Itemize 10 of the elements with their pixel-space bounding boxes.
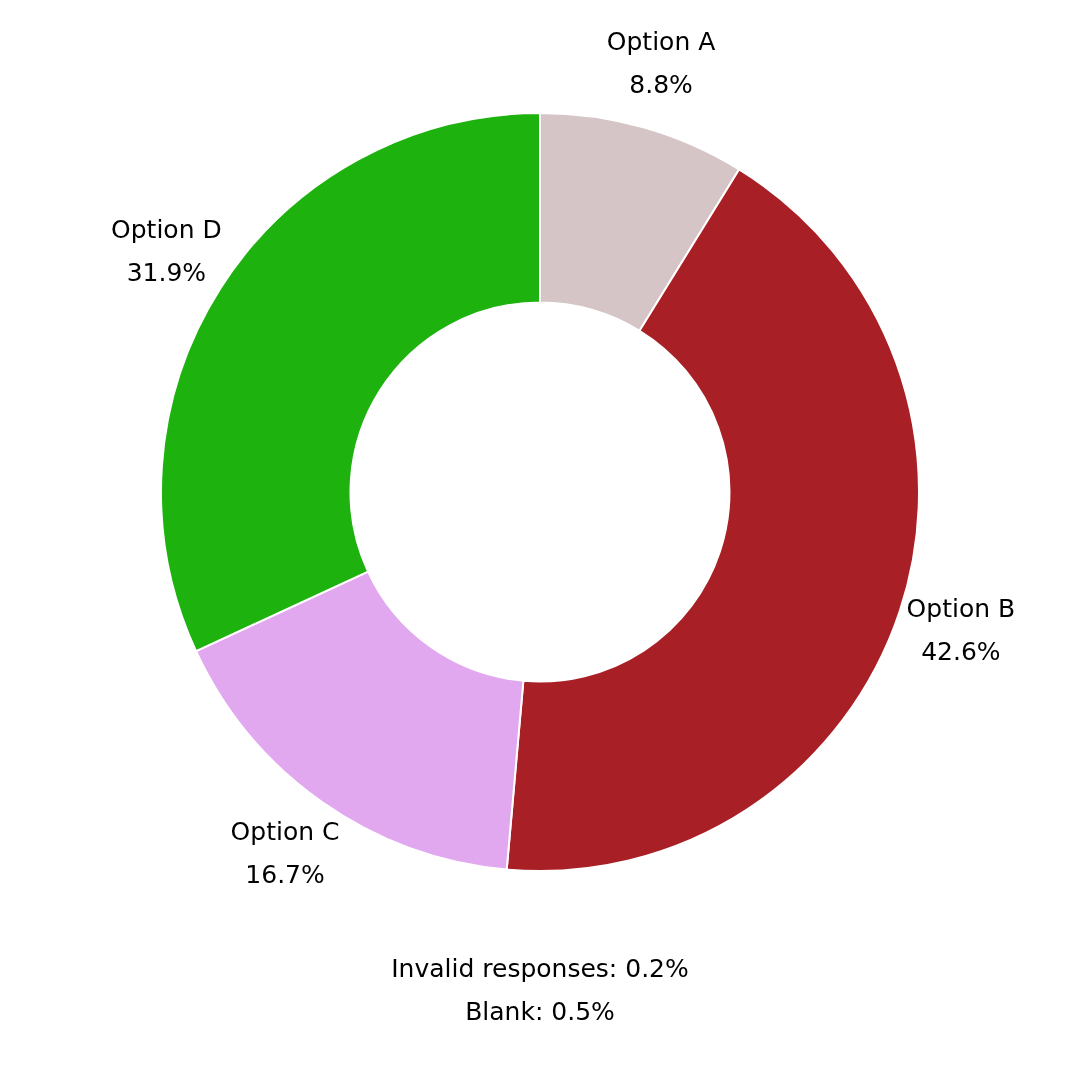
data-label: 42.6% bbox=[921, 636, 1001, 666]
slice-label: Option C bbox=[230, 816, 340, 846]
data-label: 8.8% bbox=[629, 70, 693, 100]
text: Blank: 0.5% bbox=[465, 996, 615, 1026]
slice-label: Option A bbox=[606, 27, 716, 57]
text: Invalid responses: 0.2% bbox=[391, 953, 689, 983]
data-label: 31.9% bbox=[126, 258, 207, 288]
slice-label: Option D bbox=[111, 215, 222, 245]
slice-label: Option B bbox=[906, 593, 1016, 623]
data-label: 16.7% bbox=[245, 859, 325, 889]
